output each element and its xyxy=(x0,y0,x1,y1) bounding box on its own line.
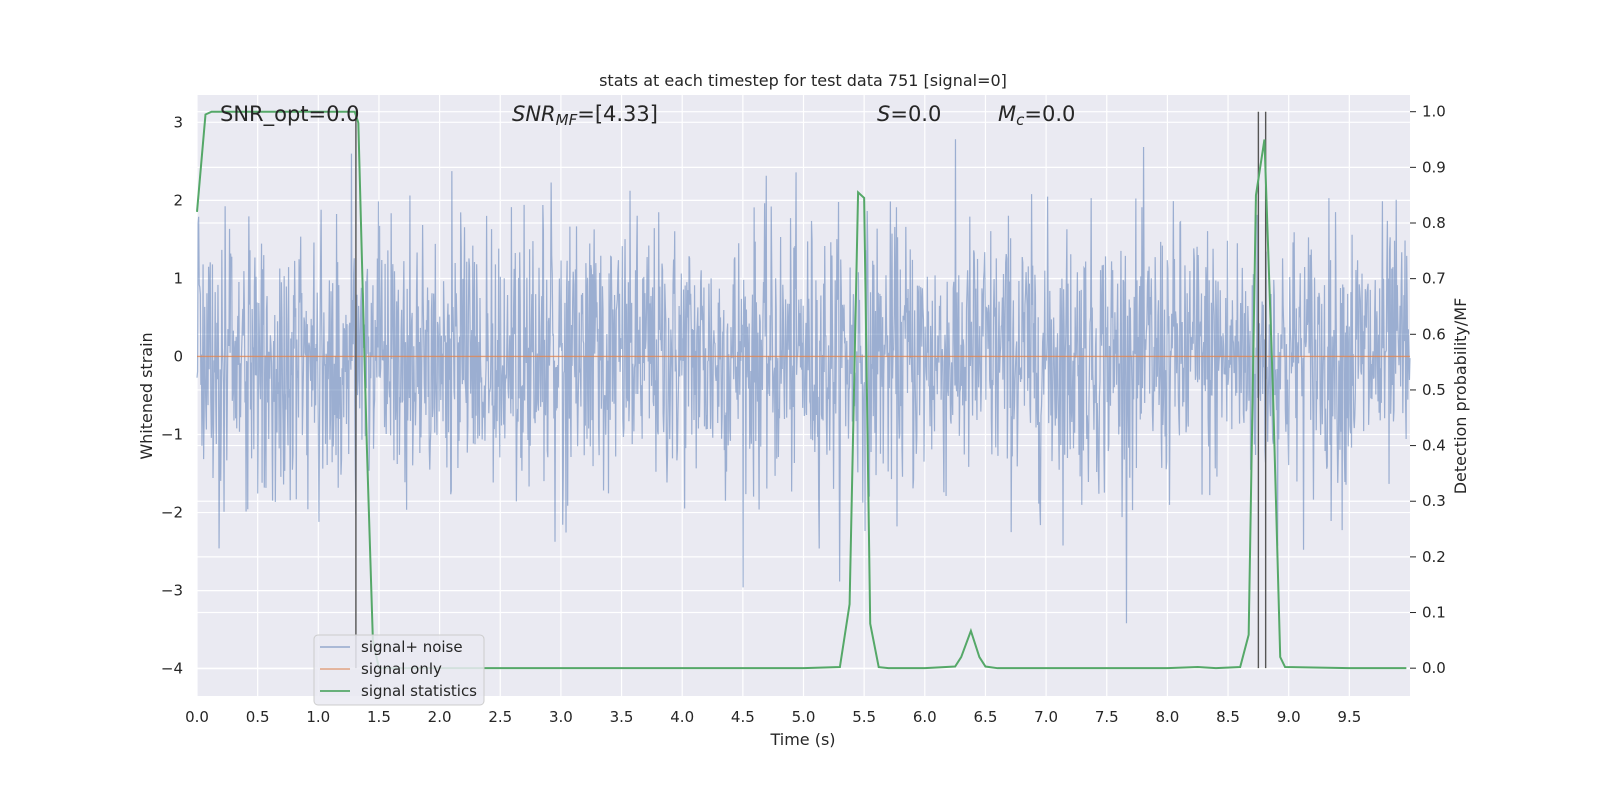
annotation-snr-mf-sub: MF xyxy=(556,111,578,129)
chart-title: stats at each timestep for test data 751… xyxy=(599,71,1007,90)
y-right-tick-label: 0.7 xyxy=(1422,270,1446,288)
y-axis-left-ticks: 3 2 1 0 −1 −2 −3 −4 xyxy=(161,113,183,677)
annotation-snr-mf: SNRMF=[4.33] xyxy=(512,102,658,129)
legend-label-signal-noise: signal+ noise xyxy=(361,638,463,656)
annotation-snr-opt: SNR_opt=0.0 xyxy=(220,102,360,127)
legend-box xyxy=(313,634,485,706)
legend-label-signal-only: signal only xyxy=(361,660,442,678)
annotation-snr-mf-symbol: SNR xyxy=(512,102,556,126)
y-right-tick-label: 1.0 xyxy=(1422,103,1446,121)
y-left-tick-label: 1 xyxy=(173,269,183,287)
x-tick-label: 0.0 xyxy=(185,708,209,726)
x-tick-label: 7.5 xyxy=(1095,708,1119,726)
y-axis-right-label: Detection probability/MF xyxy=(1451,298,1470,495)
y-right-tick-label: 0.9 xyxy=(1422,158,1446,176)
y-left-tick-label: −3 xyxy=(161,582,183,600)
signal-noise-line xyxy=(196,139,1411,624)
x-tick-label: 5.5 xyxy=(852,708,876,726)
y-right-tick-label: 0.6 xyxy=(1422,325,1446,343)
x-tick-label: 9.0 xyxy=(1277,708,1301,726)
y-left-tick-label: 3 xyxy=(173,113,183,131)
y-left-tick-label: −1 xyxy=(161,426,183,444)
y-right-tick-label: 0.5 xyxy=(1422,381,1446,399)
y-right-tick-label: 0.2 xyxy=(1422,548,1446,566)
y-right-tick-label: 0.1 xyxy=(1422,604,1446,622)
annotation-snr-mf-value: =[4.33] xyxy=(577,102,658,126)
x-tick-label: 0.5 xyxy=(246,708,270,726)
y-right-tick-label: 0.0 xyxy=(1422,659,1446,677)
x-tick-label: 3.0 xyxy=(549,708,573,726)
x-tick-label: 2.5 xyxy=(488,708,512,726)
y-left-tick-label: 0 xyxy=(173,347,183,365)
y-right-tick-label: 0.3 xyxy=(1422,492,1446,510)
annotation-mc-symbol: M xyxy=(998,102,1016,126)
x-tick-label: 4.0 xyxy=(670,708,694,726)
x-tick-label: 2.0 xyxy=(428,708,452,726)
x-tick-label: 8.0 xyxy=(1155,708,1179,726)
series-signal-noise xyxy=(196,139,1411,624)
x-tick-label: 3.5 xyxy=(610,708,634,726)
y-axis-left-label: Whitened strain xyxy=(137,332,156,459)
legend-label-signal-statistics: signal statistics xyxy=(361,682,477,700)
signal-statistics-line xyxy=(196,110,1407,670)
annotation-mc-sub: c xyxy=(1016,111,1025,129)
y-axis-right-ticks: 1.0 0.9 0.8 0.7 0.6 0.5 0.4 0.3 0.2 0.1 0.0 xyxy=(1410,103,1446,677)
x-tick-label: 8.5 xyxy=(1216,708,1240,726)
x-axis-ticks: 0.0 0.5 1.0 1.5 2.0 2.5 3.0 3.5 4.0 4.5 5.0 5.5 6.0 6… xyxy=(185,708,1361,726)
annotations: SNR_opt=0.0 SNRMF=[4.33] S=0.0 Mc=0.0 xyxy=(220,102,1075,129)
x-tick-label: 1.0 xyxy=(306,708,330,726)
annotation-mc-value: =0.0 xyxy=(1024,102,1075,126)
annotation-s-value: =0.0 xyxy=(890,102,941,126)
legend: signal+ noise signal only signal statist… xyxy=(313,634,485,706)
x-tick-label: 1.5 xyxy=(367,708,391,726)
x-tick-label: 7.0 xyxy=(1034,708,1058,726)
x-tick-label: 6.0 xyxy=(913,708,937,726)
series-signal-statistics xyxy=(196,110,1407,670)
x-tick-label: 5.0 xyxy=(792,708,816,726)
x-tick-label: 4.5 xyxy=(731,708,755,726)
y-right-tick-label: 0.8 xyxy=(1422,214,1446,232)
annotation-mc: Mc=0.0 xyxy=(998,102,1075,129)
annotation-s-symbol: S xyxy=(877,102,890,126)
y-right-tick-label: 0.4 xyxy=(1422,437,1446,455)
annotation-s: S=0.0 xyxy=(877,102,941,126)
x-tick-label: 6.5 xyxy=(974,708,998,726)
x-axis-label: Time (s) xyxy=(769,730,835,749)
y-left-tick-label: −4 xyxy=(161,660,183,678)
y-left-tick-label: 2 xyxy=(173,191,183,209)
y-left-tick-label: −2 xyxy=(161,504,183,522)
x-tick-label: 9.5 xyxy=(1337,708,1361,726)
